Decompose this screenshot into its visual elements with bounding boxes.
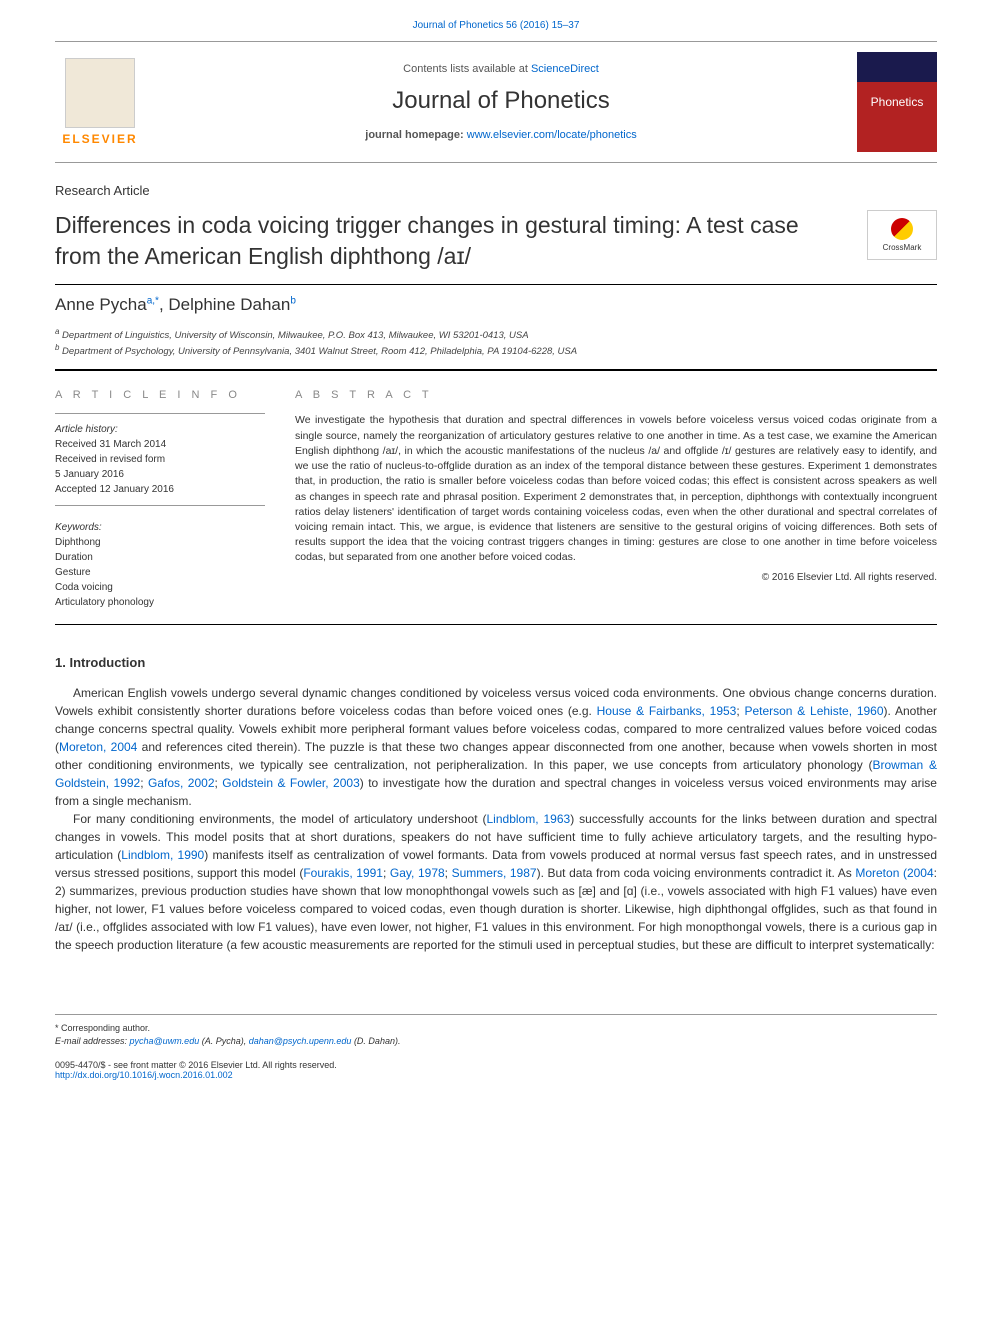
authors: Anne Pychaa,*, Delphine Dahanb <box>55 295 937 315</box>
ref-house-fairbanks[interactable]: House & Fairbanks, 1953 <box>597 704 737 718</box>
issn-line: 0095-4470/$ - see front matter © 2016 El… <box>55 1060 937 1070</box>
elsevier-logo: ELSEVIER <box>55 52 145 152</box>
contents-line: Contents lists available at ScienceDirec… <box>145 63 857 75</box>
author-1: Anne Pycha <box>55 295 147 314</box>
author-sep: , <box>159 295 168 314</box>
ref-summers[interactable]: Summers, 1987 <box>452 866 537 880</box>
journal-header: ELSEVIER Contents lists available at Sci… <box>55 41 937 163</box>
keyword-1: Diphthong <box>55 535 265 550</box>
keyword-2: Duration <box>55 550 265 565</box>
keyword-4: Coda voicing <box>55 580 265 595</box>
history-box: Article history: Received 31 March 2014 … <box>55 413 265 506</box>
title-row: Differences in coda voicing trigger chan… <box>55 210 937 285</box>
author-2-aff: b <box>290 295 296 306</box>
emails-line: E-mail addresses: pycha@uwm.edu (A. Pych… <box>55 1036 937 1046</box>
cover-text: Phonetics <box>871 95 924 109</box>
intro-para-1: American English vowels undergo several … <box>55 684 937 810</box>
ref-peterson-lehiste[interactable]: Peterson & Lehiste, 1960 <box>744 704 883 718</box>
crossmark-label: CrossMark <box>883 243 922 252</box>
author-1-aff: a,* <box>147 295 159 306</box>
citation-link[interactable]: Journal of Phonetics 56 (2016) 15–37 <box>413 20 580 31</box>
affiliation-b: b Department of Psychology, University o… <box>55 343 937 357</box>
elsevier-tree-icon <box>65 58 135 128</box>
corresponding-author: * Corresponding author. <box>55 1023 937 1033</box>
ref-moreton-2004[interactable]: Moreton, 2004 <box>59 740 137 754</box>
homepage-link[interactable]: www.elsevier.com/locate/phonetics <box>467 129 637 141</box>
aff-a-link[interactable]: a, <box>147 295 155 306</box>
email1-name: (A. Pycha), <box>199 1036 249 1046</box>
info-abstract-row: A R T I C L E I N F O Article history: R… <box>55 389 937 625</box>
affiliations: a Department of Linguistics, University … <box>55 327 937 371</box>
elsevier-text: ELSEVIER <box>62 132 137 146</box>
intro-heading: 1. Introduction <box>55 655 937 670</box>
history-revised: Received in revised form <box>55 452 265 467</box>
footer-bottom: 0095-4470/$ - see front matter © 2016 El… <box>55 1060 937 1080</box>
journal-title: Journal of Phonetics <box>145 87 857 115</box>
keywords-label: Keywords: <box>55 520 265 535</box>
sciencedirect-link[interactable]: ScienceDirect <box>531 63 599 75</box>
history-label: Article history: <box>55 422 265 437</box>
keywords-box: Keywords: Diphthong Duration Gesture Cod… <box>55 520 265 610</box>
contents-prefix: Contents lists available at <box>403 63 531 75</box>
history-revised-date: 5 January 2016 <box>55 467 265 482</box>
ref-gay[interactable]: Gay, 1978 <box>390 866 445 880</box>
footer: * Corresponding author. E-mail addresses… <box>55 1014 937 1080</box>
header-citation: Journal of Phonetics 56 (2016) 15–37 <box>55 20 937 31</box>
ref-lindblom-1990[interactable]: Lindblom, 1990 <box>121 848 204 862</box>
history-received: Received 31 March 2014 <box>55 437 265 452</box>
ref-moreton-2004b[interactable]: Moreton (2004 <box>855 866 933 880</box>
email2-name: (D. Dahan). <box>351 1036 400 1046</box>
ref-lindblom-1963[interactable]: Lindblom, 1963 <box>487 812 571 826</box>
keyword-5: Articulatory phonology <box>55 595 265 610</box>
keyword-3: Gesture <box>55 565 265 580</box>
affiliation-a: a Department of Linguistics, University … <box>55 327 937 341</box>
abstract-column: A B S T R A C T We investigate the hypot… <box>295 389 937 610</box>
author-2: Delphine Dahan <box>168 295 290 314</box>
ref-gafos[interactable]: Gafos, 2002 <box>148 776 215 790</box>
aff-b-link[interactable]: b <box>290 295 296 306</box>
email-dahan[interactable]: dahan@psych.upenn.edu <box>249 1036 352 1046</box>
ref-fourakis[interactable]: Fourakis, 1991 <box>303 866 383 880</box>
abstract-copyright: © 2016 Elsevier Ltd. All rights reserved… <box>295 572 937 583</box>
journal-cover: Phonetics <box>857 52 937 152</box>
body-text: American English vowels undergo several … <box>55 684 937 954</box>
ref-goldstein-fowler[interactable]: Goldstein & Fowler, 2003 <box>222 776 359 790</box>
email-pycha[interactable]: pycha@uwm.edu <box>130 1036 200 1046</box>
emails-label: E-mail addresses: <box>55 1036 130 1046</box>
info-header: A R T I C L E I N F O <box>55 389 265 401</box>
article-type: Research Article <box>55 183 937 198</box>
article-title: Differences in coda voicing trigger chan… <box>55 210 867 272</box>
abstract-text: We investigate the hypothesis that durat… <box>295 413 937 565</box>
intro-para-2: For many conditioning environments, the … <box>55 810 937 954</box>
history-accepted: Accepted 12 January 2016 <box>55 482 265 497</box>
crossmark-icon <box>891 218 913 240</box>
header-center: Contents lists available at ScienceDirec… <box>145 63 857 141</box>
article-info: A R T I C L E I N F O Article history: R… <box>55 389 265 610</box>
abstract-header: A B S T R A C T <box>295 389 937 401</box>
crossmark-badge[interactable]: CrossMark <box>867 210 937 260</box>
homepage-label: journal homepage: <box>365 129 466 141</box>
doi-link[interactable]: http://dx.doi.org/10.1016/j.wocn.2016.01… <box>55 1070 233 1080</box>
homepage-line: journal homepage: www.elsevier.com/locat… <box>145 129 857 141</box>
